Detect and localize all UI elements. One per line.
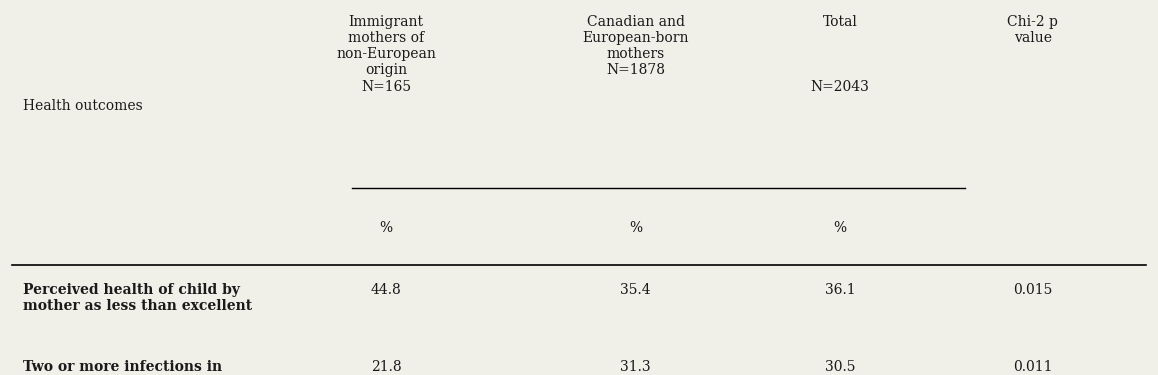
Text: 21.8: 21.8 xyxy=(371,360,402,374)
Text: 36.1: 36.1 xyxy=(824,283,856,297)
Text: Canadian and
European-born
mothers
N=1878: Canadian and European-born mothers N=187… xyxy=(582,15,689,77)
Text: %: % xyxy=(834,220,846,235)
Text: 0.011: 0.011 xyxy=(1013,360,1053,374)
Text: Total



N=2043: Total N=2043 xyxy=(811,15,870,94)
Text: 30.5: 30.5 xyxy=(824,360,856,374)
Text: %: % xyxy=(629,220,643,235)
Text: 0.015: 0.015 xyxy=(1013,283,1053,297)
Text: 44.8: 44.8 xyxy=(371,283,402,297)
Text: %: % xyxy=(380,220,393,235)
Text: Health outcomes: Health outcomes xyxy=(23,99,142,113)
Text: 31.3: 31.3 xyxy=(621,360,651,374)
Text: Immigrant
mothers of
non-European
origin
N=165: Immigrant mothers of non-European origin… xyxy=(336,15,437,94)
Text: 35.4: 35.4 xyxy=(621,283,651,297)
Text: Two or more infections in
the last 3 months: Two or more infections in the last 3 mon… xyxy=(23,360,222,375)
Text: Chi-2 p
value: Chi-2 p value xyxy=(1007,15,1058,45)
Text: Perceived health of child by
mother as less than excellent: Perceived health of child by mother as l… xyxy=(23,283,252,313)
